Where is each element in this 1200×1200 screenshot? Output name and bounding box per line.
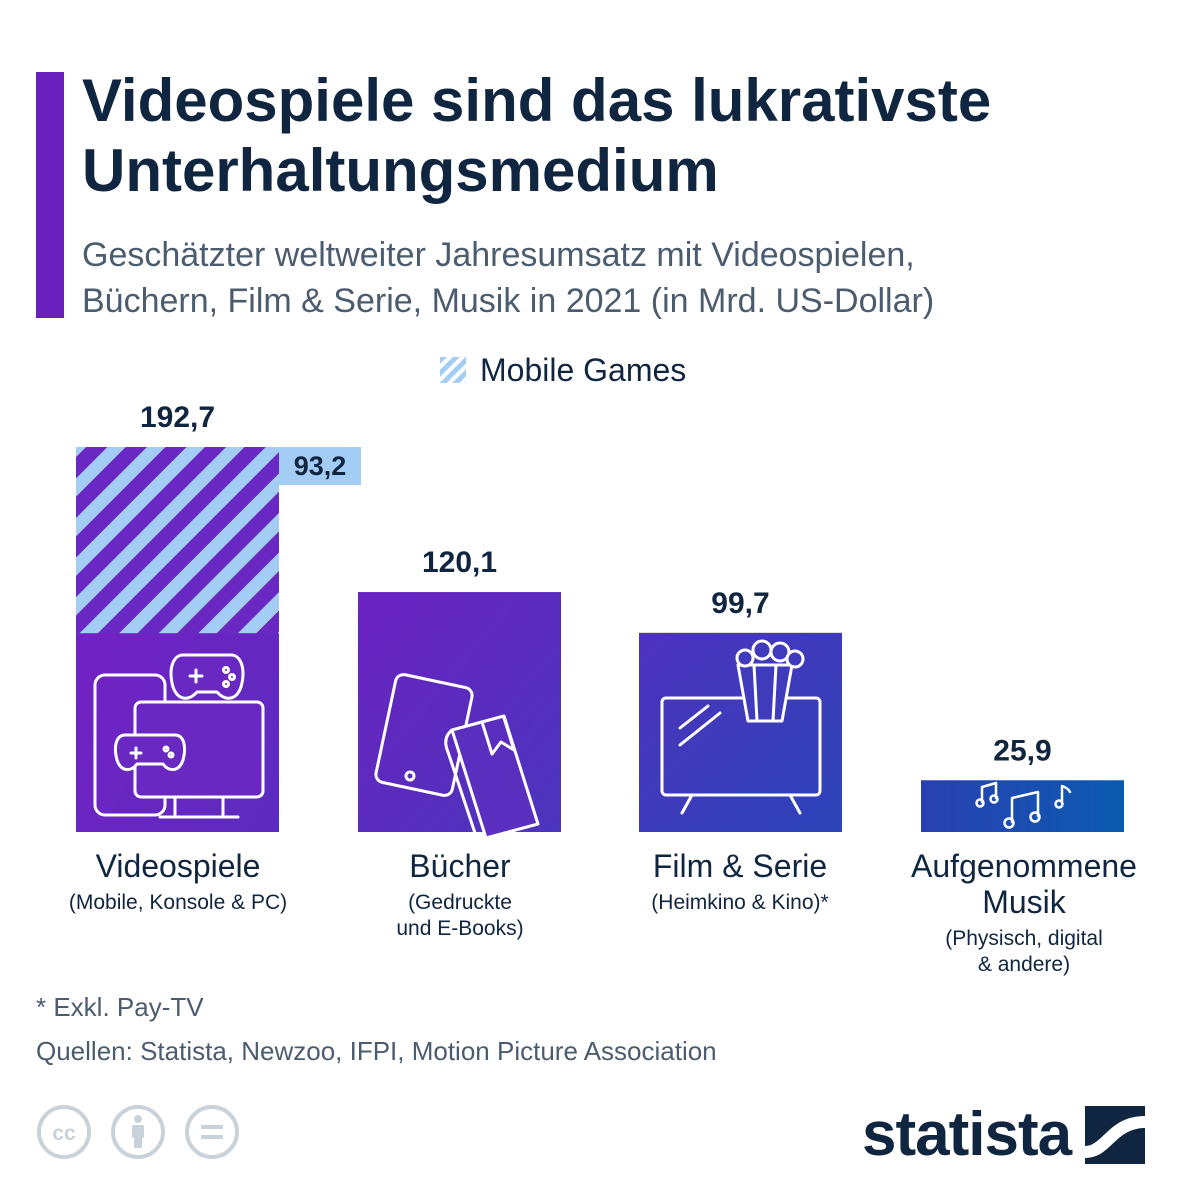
segment-value-label: 93,2 [294, 451, 347, 481]
tablet-and-book-icon [374, 673, 540, 856]
category-name-line-2: Musik [982, 884, 1066, 920]
segment-label-box [279, 447, 361, 485]
category-subtitle-line-2: und E-Books) [396, 917, 524, 940]
page-title: Videospiele sind das lukrativste Unterha… [82, 66, 1182, 206]
music-notes-icon [975, 781, 1072, 829]
value-label: 120,1 [422, 546, 497, 579]
tv-and-popcorn-icon [660, 639, 822, 815]
category-label-videospiele: Videospiele (Mobile, Konsole & PC) [36, 848, 320, 916]
cc-icon[interactable]: cc [36, 1104, 92, 1160]
sources-note: Quellen: Statista, Newzoo, IFPI, Motion … [36, 1036, 717, 1066]
value-label: 25,9 [993, 734, 1051, 767]
title-line-1: Videospiele sind das lukrativste [82, 67, 992, 134]
value-labels-layer: 192,7 120,1 99,7 25,9 93,2 [140, 401, 1052, 767]
title-accent-bar [36, 72, 64, 318]
category-name: Videospiele [95, 848, 261, 884]
videogames-devices-icon [93, 653, 265, 819]
statista-brand[interactable]: statista [862, 1100, 1146, 1170]
category-subtitle: (Physisch, digital & andere) [880, 926, 1168, 978]
category-subtitle: (Heimkino & Kino)* [651, 891, 829, 914]
statista-logo-icon [1085, 1106, 1146, 1164]
no-derivatives-icon[interactable] [184, 1104, 240, 1160]
chart-legend: Mobile Games [440, 350, 686, 390]
value-label: 99,7 [711, 587, 769, 620]
page-subtitle: Geschätzter weltweiter Jahresumsatz mit … [82, 232, 1182, 324]
category-subtitle-line-2: & andere) [977, 953, 1071, 976]
category-name: Bücher [409, 848, 511, 884]
subtitle-line-2: Büchern, Film & Serie, Musik in 2021 (in… [82, 282, 935, 320]
attribution-icon[interactable] [110, 1104, 166, 1160]
title-line-2: Unterhaltungsmedium [82, 137, 719, 204]
bar-aufgenommene-musik [921, 780, 1124, 832]
svg-text:cc: cc [52, 1122, 76, 1145]
legend-label-mobile-games: Mobile Games [480, 351, 687, 388]
category-label-film-serie: Film & Serie (Heimkino & Kino)* [600, 848, 880, 916]
brand-name: statista [862, 1100, 1072, 1169]
category-name-line-1: Aufgenommene [911, 848, 1137, 884]
category-label-musik: Aufgenommene Musik (Physisch, digital & … [880, 848, 1168, 978]
category-subtitle: (Mobile, Konsole & PC) [68, 891, 288, 914]
bar-segment-mobile-games [76, 447, 279, 634]
category-subtitle: (Gedruckte und E-Books) [330, 890, 590, 942]
license-icons: cc [36, 1104, 240, 1160]
subtitle-line-1: Geschätzter weltweiter Jahresumsatz mit … [82, 236, 915, 274]
category-subtitle-line-1: (Gedruckte [408, 891, 512, 914]
footnote: * Exkl. Pay-TV [36, 992, 204, 1022]
value-label: 192,7 [140, 401, 215, 434]
icons-layer [93, 639, 1072, 856]
category-label-buecher: Bücher (Gedruckte und E-Books) [330, 848, 590, 942]
category-subtitle-line-1: (Physisch, digital [945, 927, 1103, 950]
category-name: Film & Serie [652, 848, 828, 884]
hatched-swatch-icon [440, 357, 466, 383]
category-name: Aufgenommene Musik [880, 848, 1168, 920]
